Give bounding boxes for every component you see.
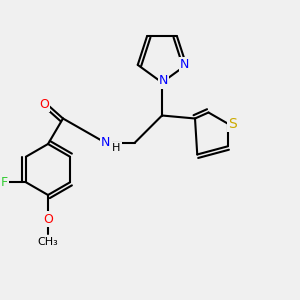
Text: N: N <box>159 74 168 88</box>
Text: N: N <box>101 136 110 149</box>
Text: O: O <box>43 212 53 226</box>
Text: S: S <box>228 117 237 131</box>
Text: N: N <box>180 58 189 71</box>
Text: O: O <box>39 98 49 111</box>
Text: H: H <box>112 143 121 153</box>
Text: CH₃: CH₃ <box>38 236 58 247</box>
Text: F: F <box>1 176 7 189</box>
